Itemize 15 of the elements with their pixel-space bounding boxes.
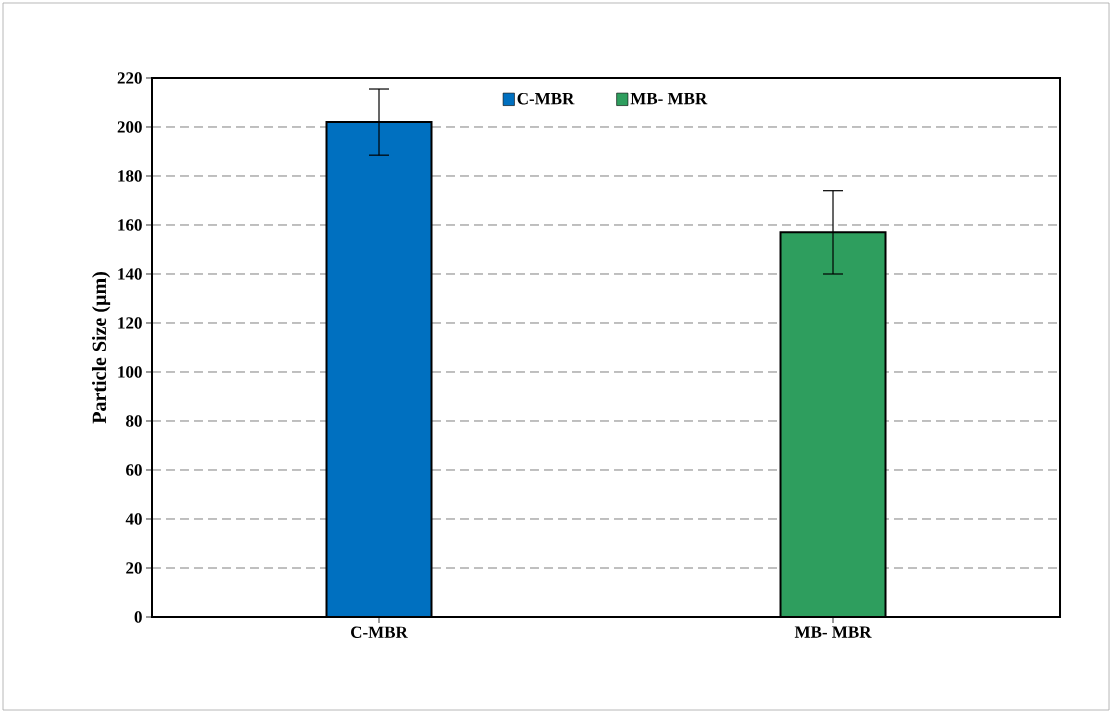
legend-label: MB- MBR: [630, 93, 708, 105]
y-tick-label: 180: [118, 170, 142, 182]
y-axis-title: Particle Size (µm): [92, 272, 111, 424]
y-tick-label: 220: [117, 72, 142, 84]
y-tick-label: 160: [118, 219, 142, 231]
y-tick-label: 100: [118, 366, 142, 378]
y-tick-label: 20: [126, 562, 142, 574]
y-tick-label: 80: [126, 415, 142, 427]
y-tick-label: 120: [118, 317, 142, 329]
legend-label: C-MBR: [517, 92, 575, 105]
y-tick-label: 140: [118, 268, 142, 280]
y-tick-label: 200: [117, 121, 142, 133]
y-tick-label: 0: [134, 611, 142, 623]
y-tick-label: 40: [125, 513, 142, 525]
y-tick-label: 60: [126, 464, 142, 476]
